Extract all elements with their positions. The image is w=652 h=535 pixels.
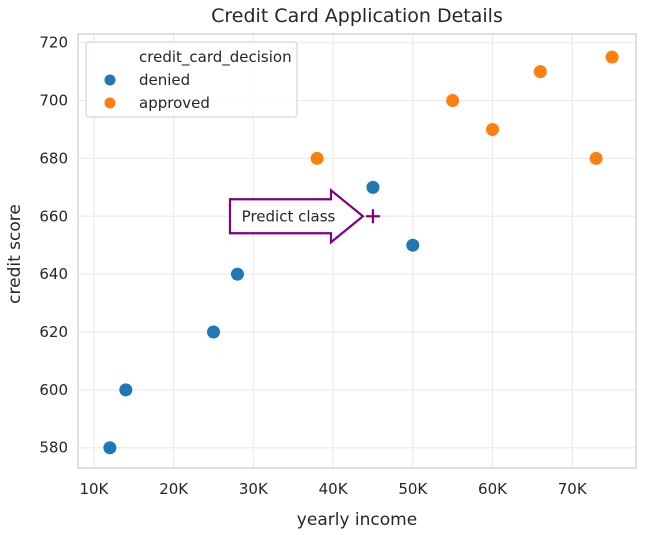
denied-point xyxy=(119,383,133,397)
y-tick-label: 580 xyxy=(39,439,68,457)
plot-border xyxy=(77,33,637,469)
predict-annotation: Predict class xyxy=(228,187,380,245)
legend-title: credit_card_decision xyxy=(139,48,292,67)
approved-point xyxy=(486,122,500,136)
approved-point xyxy=(446,94,460,108)
x-tick-label: 60K xyxy=(478,480,508,498)
legend-box xyxy=(85,41,298,118)
legend-marker-approved xyxy=(104,97,116,109)
data-points xyxy=(103,50,619,455)
y-tick-label: 700 xyxy=(39,92,68,110)
approved-point xyxy=(310,151,324,165)
legend-marker-denied xyxy=(104,74,116,86)
y-tick-label: 640 xyxy=(39,265,68,283)
x-tick-label: 40K xyxy=(319,480,349,498)
annotation-label: Predict class xyxy=(242,207,336,225)
annotation-arrow xyxy=(228,187,365,245)
denied-point xyxy=(207,325,221,339)
y-tick-label: 720 xyxy=(39,34,68,52)
denied-point xyxy=(406,238,420,252)
x-tick-label: 20K xyxy=(159,480,189,498)
approved-point xyxy=(605,50,619,64)
x-tick-label: 30K xyxy=(239,480,269,498)
denied-point xyxy=(366,180,380,194)
y-axis-title: credit score xyxy=(5,204,25,304)
y-tick-label: 620 xyxy=(39,323,68,341)
y-tick-label: 660 xyxy=(39,207,68,225)
denied-point xyxy=(103,441,117,455)
approved-point xyxy=(533,65,547,79)
approved-point xyxy=(589,151,603,165)
legend-label-approved: approved xyxy=(139,94,210,112)
x-axis-title: yearly income xyxy=(297,510,417,530)
tick-labels: 10K 20K 30K 40K 50K 60K 70K 580 600 620 640 660 680 7… xyxy=(39,34,587,498)
y-tick-label: 600 xyxy=(39,381,68,399)
x-tick-label: 10K xyxy=(79,480,109,498)
denied-point xyxy=(230,267,244,281)
plot-frame xyxy=(77,33,637,469)
x-tick-label: 50K xyxy=(398,480,428,498)
legend-label-denied: denied xyxy=(139,71,190,89)
x-tick-label: 70K xyxy=(558,480,588,498)
chart-title: Credit Card Application Details xyxy=(211,5,503,27)
y-tick-label: 680 xyxy=(39,149,68,167)
